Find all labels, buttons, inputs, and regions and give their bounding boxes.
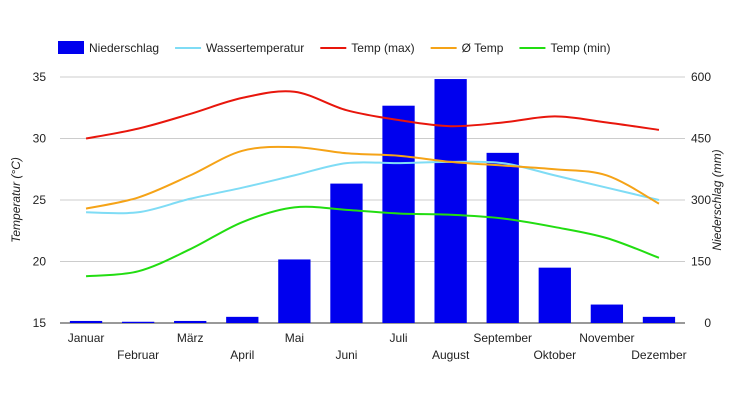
y-left-tick-label: 15 bbox=[33, 316, 47, 330]
precipitation-bar bbox=[538, 267, 571, 323]
precipitation-bar bbox=[590, 304, 624, 323]
legend-label: Temp (max) bbox=[351, 41, 414, 55]
precipitation-bar bbox=[330, 183, 363, 323]
x-tick-label: Februar bbox=[117, 348, 159, 362]
y-right-tick-label: 0 bbox=[704, 316, 711, 330]
series-line bbox=[85, 90, 660, 140]
y-left-tick-label: 25 bbox=[33, 193, 47, 207]
gridlines bbox=[60, 76, 685, 324]
legend-label: Temp (min) bbox=[550, 41, 610, 55]
x-tick-label: Januar bbox=[68, 331, 105, 345]
right-axis-title: Niederschlag (mm) bbox=[710, 149, 724, 250]
left-axis-title: Temperatur (°C) bbox=[9, 157, 23, 243]
legend-label: Ø Temp bbox=[462, 41, 504, 55]
y-right-tick-label: 600 bbox=[691, 70, 711, 84]
x-tick-label: April bbox=[230, 348, 254, 362]
x-tick-label: März bbox=[177, 331, 204, 345]
y-right-tick-label: 300 bbox=[691, 193, 711, 207]
y-right-tick-label: 150 bbox=[691, 255, 711, 269]
precipitation-bar bbox=[278, 259, 311, 323]
x-tick-label: Oktober bbox=[533, 348, 576, 362]
precipitation-bar bbox=[174, 320, 207, 323]
temperature-lines bbox=[85, 90, 660, 278]
x-tick-label: Juli bbox=[390, 331, 408, 345]
x-tick-label: November bbox=[579, 331, 634, 345]
x-tick-label: September bbox=[473, 331, 532, 345]
precipitation-bar bbox=[226, 316, 259, 323]
x-tick-label: Dezember bbox=[631, 348, 686, 362]
x-tick-label: August bbox=[432, 348, 470, 362]
precipitation-bar bbox=[121, 321, 155, 323]
legend-label: Wassertemperatur bbox=[206, 41, 304, 55]
series-line bbox=[85, 205, 660, 278]
x-tick-label: Juni bbox=[335, 348, 357, 362]
y-left-tick-label: 20 bbox=[33, 255, 47, 269]
x-tick-label: Mai bbox=[285, 331, 304, 345]
series-line bbox=[86, 160, 660, 215]
y-right-tick-label: 450 bbox=[691, 132, 711, 146]
legend-swatch bbox=[58, 41, 84, 54]
legend: Niederschlag Wassertemperatur Temp (max) Ø … bbox=[58, 41, 610, 55]
legend-label: Niederschlag bbox=[89, 41, 159, 55]
y-left-tick-label: 30 bbox=[33, 132, 47, 146]
precipitation-bar bbox=[486, 152, 519, 323]
series-line bbox=[85, 145, 660, 210]
y-left-tick-label: 35 bbox=[33, 70, 47, 84]
precipitation-bar bbox=[434, 79, 467, 323]
precipitation-bar bbox=[69, 320, 103, 323]
precipitation-bar bbox=[642, 316, 676, 323]
